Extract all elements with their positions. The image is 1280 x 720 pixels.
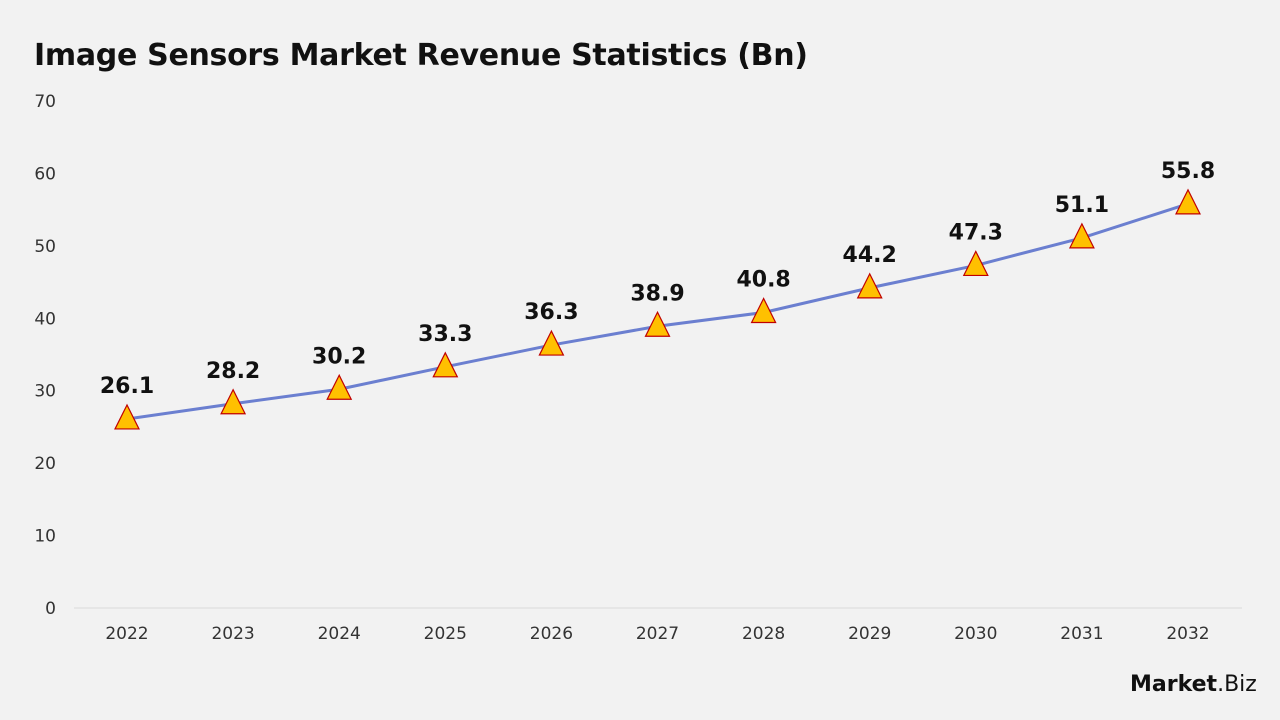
data-point-marker xyxy=(432,351,459,378)
data-label: 26.1 xyxy=(100,374,154,399)
x-tick-label: 2025 xyxy=(424,624,467,644)
data-point-marker xyxy=(538,329,565,356)
x-tick-label: 2031 xyxy=(1060,624,1103,644)
y-tick-label: 20 xyxy=(34,454,56,474)
y-tick-label: 60 xyxy=(34,164,56,184)
brand-logo: Market.Biz xyxy=(1130,672,1257,697)
x-tick-label: 2023 xyxy=(211,624,254,644)
x-tick-label: 2029 xyxy=(848,624,891,644)
data-label: 44.2 xyxy=(843,243,897,268)
data-label: 51.1 xyxy=(1055,193,1109,218)
data-point-marker xyxy=(114,403,140,430)
y-tick-label: 30 xyxy=(34,382,56,402)
data-label: 33.3 xyxy=(418,322,472,347)
data-point-marker xyxy=(856,272,883,299)
x-tick-label: 2030 xyxy=(954,624,997,644)
data-point-marker xyxy=(750,297,777,324)
y-tick-label: 40 xyxy=(34,309,56,329)
data-point-marker xyxy=(962,250,989,277)
y-tick-label: 50 xyxy=(34,237,56,257)
data-point-marker xyxy=(644,310,671,337)
data-label: 55.8 xyxy=(1161,159,1215,184)
data-point-marker xyxy=(1068,222,1095,249)
data-label: 30.2 xyxy=(312,344,366,369)
x-tick-label: 2024 xyxy=(318,624,361,644)
data-label: 47.3 xyxy=(949,220,1003,245)
data-label: 40.8 xyxy=(736,267,790,292)
data-point-marker xyxy=(220,388,247,415)
data-label: 38.9 xyxy=(630,281,684,306)
y-tick-label: 0 xyxy=(45,599,56,619)
data-label: 36.3 xyxy=(524,300,578,325)
x-tick-label: 2026 xyxy=(530,624,573,644)
x-tick-label: 2032 xyxy=(1166,624,1209,644)
data-label: 28.2 xyxy=(206,359,260,384)
data-point-marker xyxy=(326,373,353,400)
data-point-marker xyxy=(1175,188,1201,215)
x-tick-label: 2027 xyxy=(636,624,679,644)
chart-title: Image Sensors Market Revenue Statistics … xyxy=(34,38,808,73)
x-tick-label: 2022 xyxy=(105,624,148,644)
x-tick-label: 2028 xyxy=(742,624,785,644)
y-tick-label: 70 xyxy=(34,92,56,112)
y-tick-label: 10 xyxy=(34,527,56,547)
